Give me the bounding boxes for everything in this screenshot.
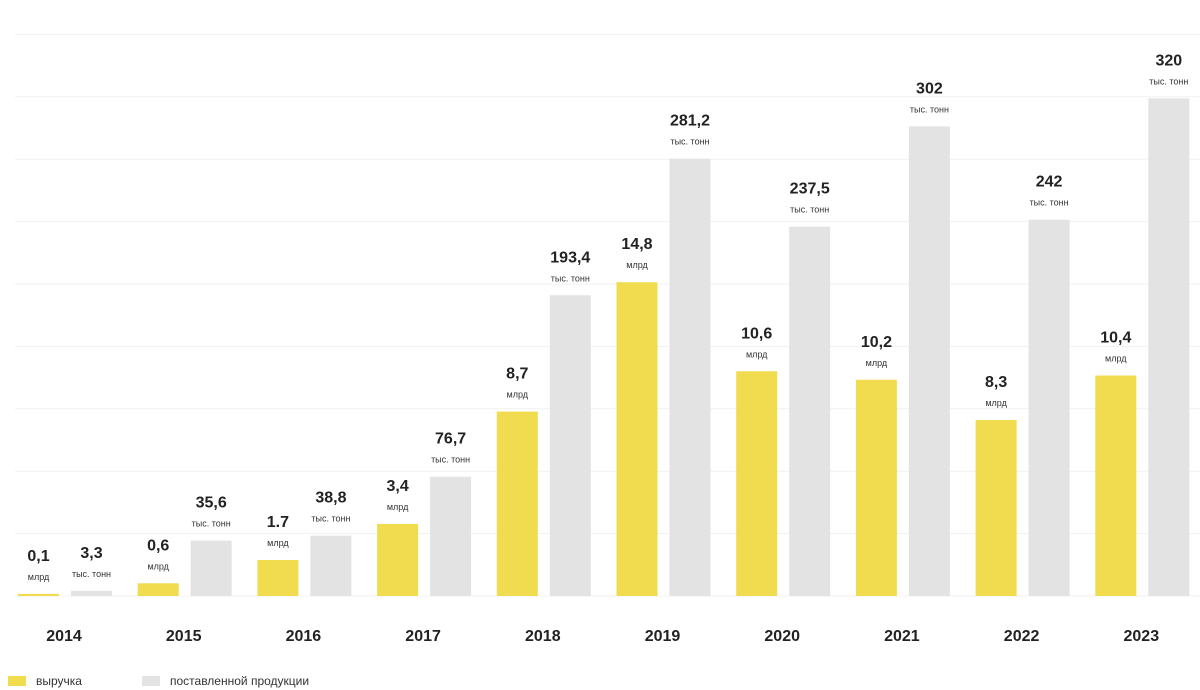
unit-label-revenue-2014: млрд	[28, 572, 50, 582]
data-label-deliveries-2014: 3,3	[80, 545, 102, 562]
legend-item-revenue: выручка	[8, 672, 82, 690]
bar-deliveries-2014	[71, 590, 112, 596]
data-label-revenue-2019: 14,8	[621, 236, 652, 253]
x-tick-label-2022: 2022	[1004, 628, 1040, 645]
revenue-deliveries-bar-chart: 0,1 млрд 3,3 тыс. тонн 0,6 млрд 35,6 тыс. тонн 1…	[15, 33, 1200, 645]
data-label-revenue-2017: 3,4	[386, 478, 408, 495]
unit-label-revenue-2017: млрд	[387, 502, 409, 512]
bar-deliveries-2023	[1148, 98, 1190, 597]
grid-lines	[15, 33, 1200, 597]
x-tick-label-2016: 2016	[286, 628, 322, 645]
data-label-deliveries-2018: 193,4	[550, 249, 590, 266]
bar-revenue-2020	[736, 371, 778, 596]
unit-label-deliveries-2016: тыс. тонн	[311, 514, 350, 524]
data-label-deliveries-2023: 320	[1155, 52, 1182, 69]
data-label-deliveries-2020: 237,5	[790, 181, 830, 198]
unit-label-revenue-2016: млрд	[267, 538, 289, 548]
unit-label-deliveries-2023: тыс. тонн	[1149, 76, 1188, 86]
x-tick-label-2021: 2021	[884, 628, 920, 645]
legend-swatch-revenue	[8, 676, 26, 686]
data-label-revenue-2021: 10,2	[861, 334, 892, 351]
x-tick-label-2020: 2020	[764, 628, 800, 645]
x-tick-label-2014: 2014	[46, 628, 82, 645]
bar-revenue-2022	[975, 420, 1017, 596]
bar-deliveries-2022	[1028, 219, 1070, 596]
data-label-deliveries-2022: 242	[1036, 174, 1063, 191]
bar-deliveries-2020	[789, 226, 831, 596]
bar-revenue-2015	[137, 583, 179, 596]
unit-label-deliveries-2015: тыс. тонн	[192, 519, 231, 529]
bar-revenue-2017	[377, 523, 419, 596]
unit-label-deliveries-2019: тыс. тонн	[670, 137, 709, 147]
unit-label-revenue-2020: млрд	[746, 349, 768, 359]
data-label-revenue-2022: 8,3	[985, 374, 1007, 391]
unit-label-deliveries-2017: тыс. тонн	[431, 455, 470, 465]
unit-label-deliveries-2014: тыс. тонн	[72, 569, 111, 579]
data-label-deliveries-2019: 281,2	[670, 113, 710, 130]
x-axis-tick-labels: 2014 2015 2016 2017 2018 2019 2020 2021 2022 2023	[46, 628, 1159, 645]
data-label-revenue-2023: 10,4	[1100, 330, 1131, 347]
bars-group	[18, 98, 1190, 597]
bar-revenue-2018	[496, 411, 538, 596]
data-label-deliveries-2015: 35,6	[196, 495, 227, 512]
unit-label-deliveries-2022: тыс. тонн	[1030, 198, 1069, 208]
legend: выручка поставленной продукции	[0, 672, 1200, 690]
unit-label-deliveries-2018: тыс. тонн	[551, 273, 590, 283]
unit-label-revenue-2022: млрд	[985, 398, 1007, 408]
bar-revenue-2021	[855, 379, 897, 596]
data-label-revenue-2015: 0,6	[147, 537, 169, 554]
x-tick-label-2017: 2017	[405, 628, 441, 645]
bar-revenue-2023	[1095, 375, 1137, 596]
x-tick-label-2018: 2018	[525, 628, 561, 645]
unit-label-deliveries-2021: тыс. тонн	[910, 104, 949, 114]
data-label-revenue-2016: 1.7	[267, 514, 289, 531]
legend-swatch-deliveries	[142, 676, 160, 686]
unit-label-deliveries-2020: тыс. тонн	[790, 205, 829, 215]
legend-label-revenue: выручка	[36, 674, 82, 688]
data-label-deliveries-2017: 76,7	[435, 431, 466, 448]
unit-label-revenue-2015: млрд	[147, 561, 169, 571]
bar-revenue-2019	[616, 282, 658, 596]
bar-deliveries-2016	[310, 535, 352, 596]
x-tick-label-2019: 2019	[645, 628, 681, 645]
x-tick-label-2015: 2015	[166, 628, 202, 645]
data-label-revenue-2014: 0,1	[27, 548, 49, 565]
data-label-deliveries-2016: 38,8	[315, 490, 346, 507]
bar-deliveries-2019	[669, 158, 711, 596]
unit-label-revenue-2019: млрд	[626, 260, 648, 270]
data-label-deliveries-2021: 302	[916, 80, 943, 97]
bar-deliveries-2015	[190, 540, 232, 596]
data-label-revenue-2020: 10,6	[741, 325, 772, 342]
unit-label-revenue-2023: млрд	[1105, 354, 1127, 364]
data-label-revenue-2018: 8,7	[506, 366, 528, 383]
unit-label-revenue-2021: млрд	[866, 358, 888, 368]
bar-revenue-2014	[18, 593, 59, 596]
legend-label-deliveries: поставленной продукции	[170, 674, 310, 688]
bar-deliveries-2018	[549, 295, 591, 596]
bar-deliveries-2021	[908, 126, 950, 596]
data-labels-group: 0,1 млрд 3,3 тыс. тонн 0,6 млрд 35,6 тыс. тонн 1…	[27, 52, 1188, 581]
unit-label-revenue-2018: млрд	[507, 390, 529, 400]
x-tick-label-2023: 2023	[1124, 628, 1160, 645]
bar-revenue-2016	[257, 559, 299, 596]
bar-deliveries-2017	[430, 476, 472, 596]
legend-item-deliveries: поставленной продукции	[142, 672, 309, 690]
